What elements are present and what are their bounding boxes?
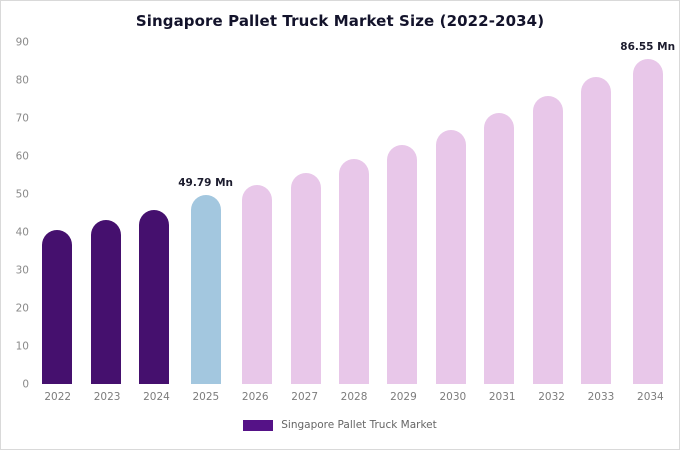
x-tick-label: 2033 [587,391,615,403]
x-tick-label: 2029 [390,391,417,403]
bar-2022[interactable] [42,230,73,384]
y-tick-label: 70 [15,111,29,124]
plot-wrap: 49.79 Mn 86.55 Mn 2022 2023 2024 2025 2026 202… [33,42,675,403]
y-axis: 0 10 20 30 40 50 60 70 80 90 [7,37,33,389]
bar-2034[interactable] [632,58,663,384]
bar-2033[interactable] [581,76,612,384]
x-tick-label: 2027 [291,391,319,403]
bar-2030[interactable] [435,129,466,384]
x-tick-label: 2034 [637,391,664,403]
bar-2031[interactable] [484,113,515,384]
x-tick-label: 2032 [538,391,565,403]
y-tick-label: 80 [15,73,29,86]
x-tick-label: 2023 [93,391,121,403]
bar-column [81,42,129,384]
legend-swatch [243,419,274,431]
bar-2023[interactable] [90,219,121,384]
y-tick-label: 0 [22,377,29,390]
y-tick-label: 50 [15,187,29,200]
chart-body: 0 10 20 30 40 50 60 70 80 90 49.79 Mn 86.55 Mn 202… [1,37,679,403]
bar-column [33,42,81,384]
bar-column: 86.55 Mn [620,42,675,384]
bar-column [378,42,426,384]
x-tick-label: 2030 [439,391,467,403]
bar-2024[interactable] [139,209,170,384]
bar-column [572,42,620,384]
legend-label: Singapore Pallet Truck Market [281,419,437,431]
bar-column [330,42,378,384]
y-tick-label: 10 [15,339,29,352]
bar-value-label: 49.79 Mn [178,177,234,190]
y-tick-label: 60 [15,149,29,162]
legend[interactable]: Singapore Pallet Truck Market [1,419,679,431]
bar-column [427,42,475,384]
bar-2028[interactable] [339,159,370,384]
x-tick-label: 2022 [44,391,72,403]
plot-area: 49.79 Mn 86.55 Mn [33,42,675,384]
bar-column [281,42,329,384]
bar-2032[interactable] [532,95,563,384]
y-tick-label: 20 [15,301,29,314]
bar-column [233,42,281,384]
bar-2029[interactable] [387,144,418,384]
x-tick-label: 2026 [241,391,269,403]
y-tick-label: 40 [15,225,29,238]
bar-column: 49.79 Mn [178,42,233,384]
bar-2027[interactable] [290,172,321,384]
x-tick-label: 2031 [488,391,516,403]
bar-column [523,42,571,384]
x-tick-label: 2024 [143,391,170,403]
bar-value-label: 86.55 Mn [620,41,676,53]
y-tick-label: 30 [15,263,29,276]
bar-column [475,42,523,384]
x-tick-label: 2025 [192,391,220,403]
bar-column [130,42,178,384]
y-tick-label: 90 [15,35,29,48]
bar-2025[interactable] [190,194,221,384]
x-tick-label: 2028 [340,391,368,403]
chart-title: Singapore Pallet Truck Market Size (2022… [135,12,545,30]
x-axis: 2022 2023 2024 2025 2026 2027 2028 2029 2030 2031… [33,391,675,403]
bar-2026[interactable] [242,185,273,384]
